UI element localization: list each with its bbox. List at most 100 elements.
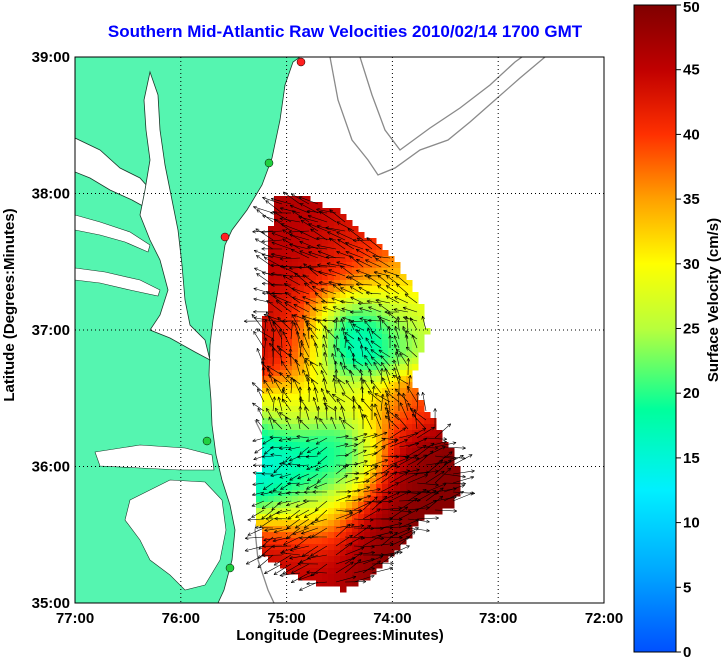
velocity-cell — [274, 388, 281, 395]
velocity-arrow-head — [405, 347, 408, 351]
velocity-arrow-head — [266, 365, 270, 370]
velocity-arrow — [353, 525, 371, 538]
velocity-cell — [346, 232, 353, 239]
velocity-cell — [328, 412, 335, 419]
velocity-arrow-head — [368, 495, 371, 499]
velocity-arrow — [353, 439, 366, 448]
velocity-arrow-head — [398, 519, 403, 522]
velocity-arrow-head — [256, 209, 261, 211]
velocity-arrow-head — [296, 330, 300, 335]
velocity-arrow-head — [414, 454, 418, 459]
velocity-cell — [310, 466, 317, 473]
velocity-cell — [286, 538, 293, 545]
velocity-cell — [406, 352, 413, 359]
velocity-arrow — [384, 390, 400, 403]
velocity-cell — [352, 316, 359, 323]
velocity-arrow-head — [336, 347, 338, 352]
velocity-cell — [364, 244, 371, 251]
velocity-arrow-head — [331, 353, 335, 357]
velocity-arrow-head — [357, 301, 362, 304]
velocity-arrow-head — [262, 197, 266, 201]
velocity-cell — [376, 490, 383, 497]
velocity-arrow — [416, 392, 419, 412]
velocity-arrow-head — [268, 316, 271, 320]
velocity-cell — [370, 394, 377, 401]
velocity-cell — [424, 478, 431, 485]
velocity-cell — [340, 340, 347, 347]
velocity-cell — [448, 454, 455, 461]
velocity-arrow — [261, 230, 283, 233]
velocity-arrow — [406, 316, 409, 331]
velocity-cell — [262, 388, 269, 395]
velocity-arrow-head — [262, 546, 266, 549]
velocity-arrow-head — [342, 420, 345, 424]
velocity-arrow-head — [443, 440, 447, 442]
velocity-arrow-head — [389, 530, 393, 533]
velocity-arrow — [305, 301, 319, 313]
velocity-arrow — [316, 244, 337, 250]
velocity-cell — [280, 256, 287, 263]
velocity-arrow — [253, 288, 274, 295]
velocity-cell — [388, 304, 395, 311]
velocity-arrow-head — [271, 506, 274, 511]
velocity-arrow-head — [298, 216, 302, 220]
velocity-cell — [316, 394, 323, 401]
velocity-arrow — [452, 476, 475, 484]
velocity-cell — [328, 340, 335, 347]
velocity-cell — [316, 508, 323, 515]
velocity-arrow — [452, 470, 475, 475]
velocity-arrow-head — [286, 374, 289, 379]
velocity-arrow — [340, 406, 346, 421]
velocity-arrow-head — [299, 241, 303, 245]
velocity-cell — [262, 520, 269, 527]
velocity-cell — [340, 412, 347, 419]
velocity-cell — [280, 424, 287, 431]
velocity-arrow-head — [375, 463, 379, 467]
velocity-arrow-head — [307, 558, 311, 560]
velocity-arrow — [361, 398, 373, 412]
velocity-arrow-head — [321, 299, 325, 302]
velocity-arrow-head — [402, 326, 406, 329]
velocity-arrow-head — [344, 332, 349, 334]
velocity-arrow-head — [349, 286, 353, 290]
velocity-cell — [292, 334, 299, 341]
velocity-arrow — [317, 250, 337, 259]
velocity-arrow-head — [362, 581, 367, 584]
velocity-arrow-head — [393, 471, 397, 473]
velocity-arrow-head — [325, 227, 329, 230]
velocity-arrow-head — [261, 239, 265, 242]
velocity-arrow-head — [434, 408, 437, 412]
velocity-cell — [298, 496, 305, 503]
velocity-cell — [298, 532, 305, 539]
velocity-cell — [280, 472, 287, 479]
velocity-arrow-head — [329, 209, 332, 213]
velocity-cell — [328, 520, 335, 527]
velocity-arrow-head — [271, 292, 275, 296]
velocity-cell — [328, 484, 335, 491]
velocity-cell — [322, 484, 329, 491]
velocity-arrow — [333, 378, 337, 394]
velocity-cell — [334, 268, 341, 275]
velocity-arrow — [394, 296, 409, 304]
velocity-cell — [352, 418, 359, 425]
velocity-cell — [280, 484, 287, 491]
colorbar-label: Surface Velocity (cm/s) — [705, 218, 722, 382]
velocity-cell — [382, 544, 389, 551]
velocity-arrow-head — [274, 379, 278, 382]
velocity-cell — [358, 454, 365, 461]
velocity-cell — [268, 526, 275, 533]
velocity-cell — [448, 496, 455, 503]
velocity-cell — [412, 322, 419, 329]
velocity-cell — [322, 232, 329, 239]
velocity-arrow-head — [449, 467, 452, 472]
velocity-arrow-head — [382, 377, 386, 381]
velocity-arrow — [270, 473, 283, 477]
velocity-cell — [280, 340, 287, 347]
velocity-arrow-head — [389, 525, 394, 528]
velocity-arrow-head — [365, 291, 370, 294]
velocity-arrow-head — [291, 570, 294, 574]
velocity-arrow — [252, 437, 265, 442]
velocity-cell — [292, 436, 299, 443]
velocity-arrow-head — [423, 428, 427, 432]
velocity-arrow — [268, 416, 274, 430]
